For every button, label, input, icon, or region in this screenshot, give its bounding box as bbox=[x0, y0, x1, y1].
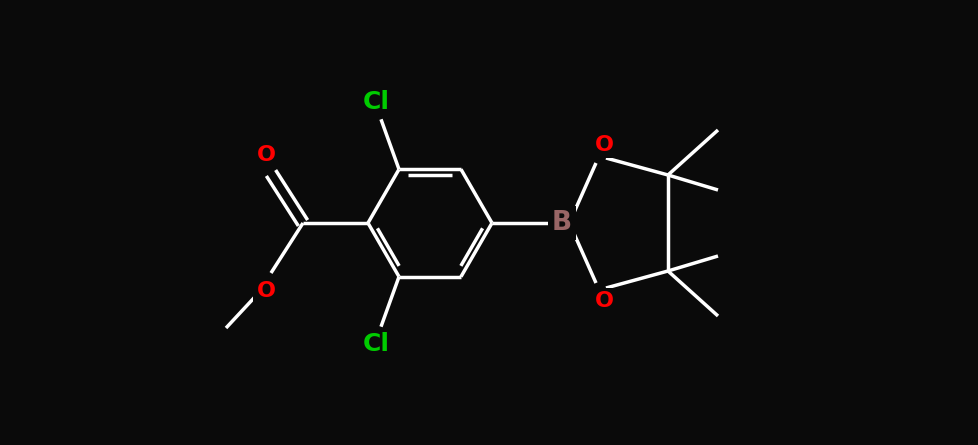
Text: O: O bbox=[256, 145, 275, 165]
Text: O: O bbox=[594, 135, 613, 155]
Text: O: O bbox=[594, 291, 613, 311]
Text: Cl: Cl bbox=[362, 332, 389, 356]
Text: Cl: Cl bbox=[362, 90, 389, 114]
Text: O: O bbox=[256, 281, 275, 301]
Text: B: B bbox=[552, 210, 571, 236]
